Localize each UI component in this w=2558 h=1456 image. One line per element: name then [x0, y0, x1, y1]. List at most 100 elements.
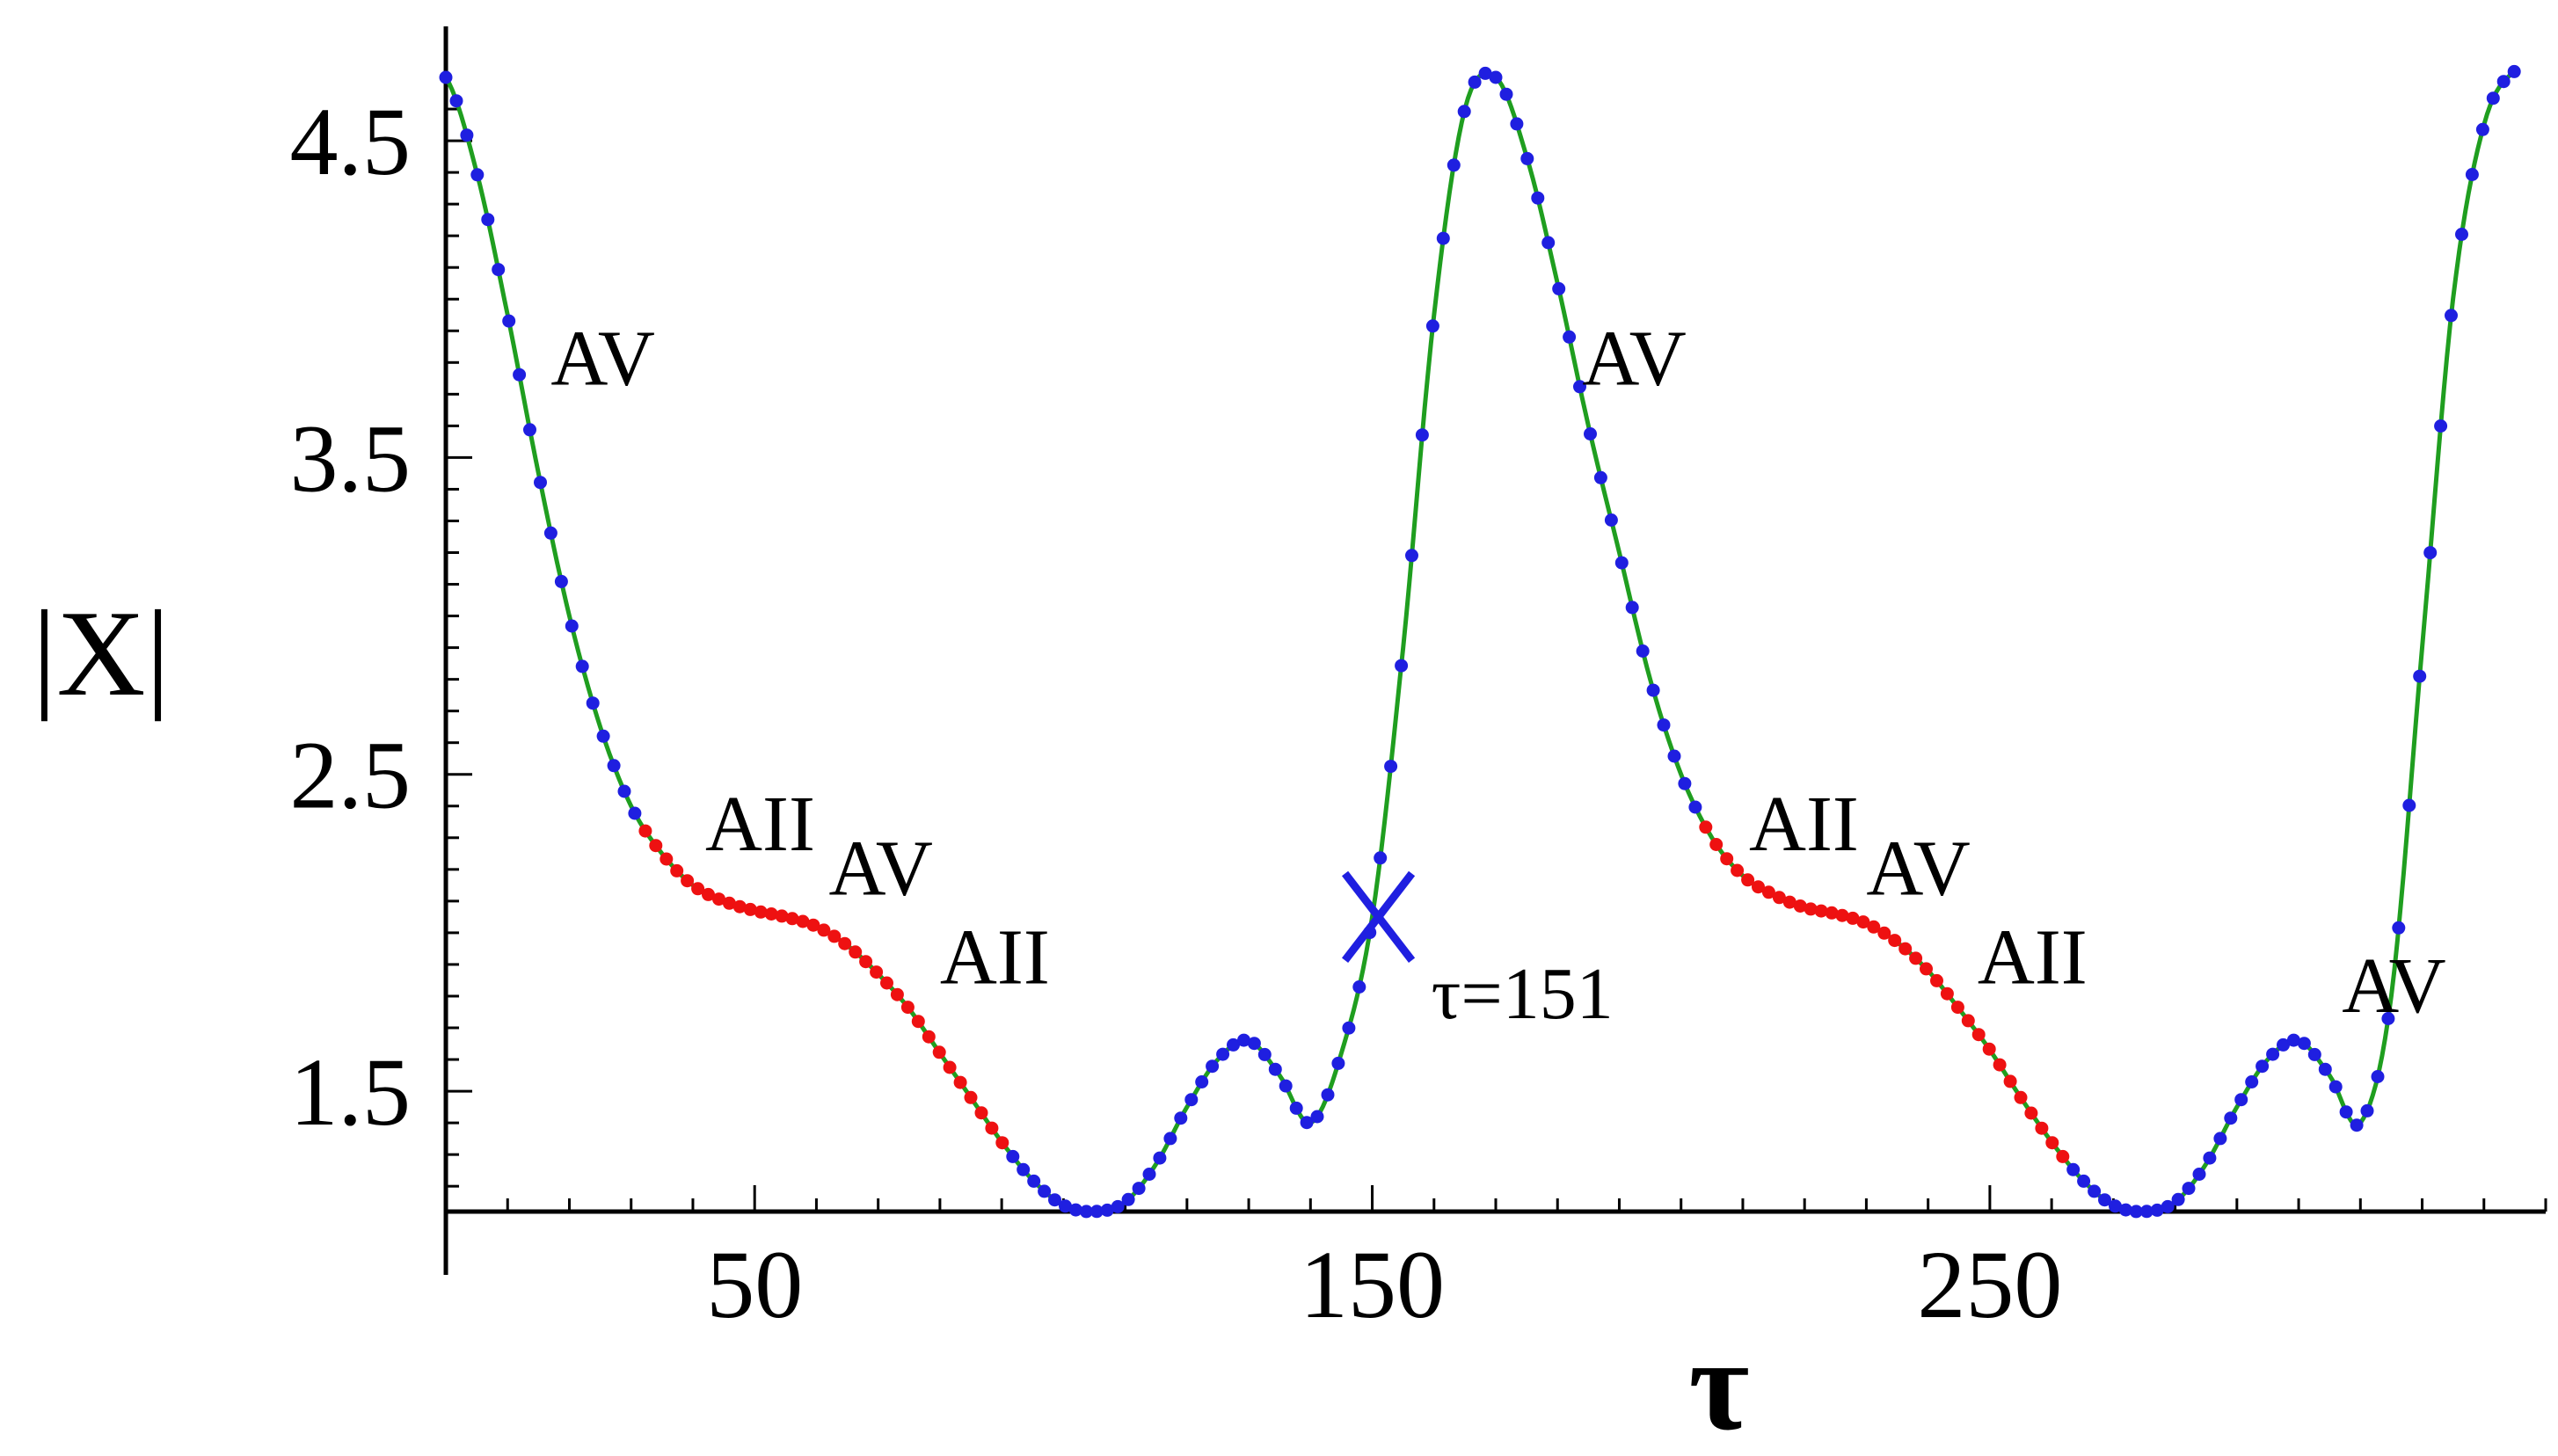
data-point [2024, 1106, 2038, 1120]
data-point [1425, 319, 1439, 333]
y-axis-label: |X| [32, 586, 170, 722]
data-point [1374, 851, 1388, 865]
data-point [1699, 820, 1713, 834]
data-point [1584, 427, 1597, 440]
data-point [900, 1001, 915, 1015]
x-tick-label: 150 [1300, 1231, 1445, 1338]
data-point [2339, 1105, 2353, 1119]
data-point [2234, 1093, 2248, 1107]
data-point [985, 1121, 999, 1135]
data-point [880, 976, 893, 990]
data-point [1856, 915, 1870, 929]
data-point [702, 887, 715, 901]
data-point [1174, 1111, 1188, 1125]
region-annotation: AII [1978, 914, 2088, 1001]
region-annotation: AII [940, 914, 1050, 1001]
data-point [649, 839, 663, 853]
data-point [1227, 1037, 1240, 1052]
data-point [2203, 1151, 2217, 1165]
data-point [775, 909, 789, 923]
data-point [1731, 863, 1745, 877]
data-point [817, 923, 831, 937]
data-point [712, 892, 725, 906]
data-point [513, 368, 527, 382]
data-point [743, 902, 757, 916]
data-point [1678, 776, 1692, 790]
data-point [2109, 1199, 2122, 1213]
data-point [732, 899, 747, 914]
data-point [2182, 1182, 2196, 1196]
data-point [2066, 1162, 2081, 1176]
data-point [2139, 1205, 2154, 1219]
region-annotation: AV [1866, 826, 1970, 913]
data-point [1604, 513, 1618, 527]
data-point [2381, 1012, 2395, 1025]
x-axis-label: τ [1688, 1312, 1749, 1452]
data-point [2003, 1074, 2017, 1088]
data-point [1142, 1168, 1156, 1181]
data-point [1940, 986, 1954, 1001]
data-point [1100, 1203, 1114, 1217]
data-point [1950, 1001, 1964, 1015]
data-point [1573, 380, 1586, 394]
data-point [1300, 1116, 1314, 1130]
data-point [1499, 87, 1513, 101]
data-point [2328, 1080, 2343, 1094]
data-point [1552, 281, 1566, 295]
data-point [2277, 1037, 2290, 1052]
data-point [974, 1106, 988, 1120]
data-point [2171, 1192, 2185, 1206]
data-point [1877, 926, 1891, 940]
data-point [2129, 1205, 2143, 1219]
data-point [660, 852, 674, 866]
data-point [2465, 168, 2479, 181]
data-point [1971, 1028, 1986, 1042]
data-point [2455, 228, 2468, 241]
data-point [1384, 760, 1398, 774]
data-point [2088, 1184, 2102, 1198]
data-point [1447, 158, 1461, 172]
y-tick-label: 3.5 [290, 404, 412, 512]
data-point [638, 824, 652, 838]
data-point [2077, 1174, 2091, 1188]
data-point [1898, 942, 1913, 956]
data-point [2392, 921, 2406, 935]
data-point [1310, 1110, 1324, 1124]
data-point [607, 759, 621, 773]
data-point [806, 918, 820, 932]
data-point [554, 574, 568, 588]
data-point [1478, 66, 1492, 80]
data-point [1688, 800, 1702, 814]
data-point [1646, 683, 1660, 697]
data-point [1342, 1021, 1356, 1035]
data-point [2256, 1059, 2270, 1074]
data-point [1520, 151, 1534, 165]
data-point [1405, 549, 1418, 563]
data-point [1909, 951, 1923, 965]
data-point [534, 476, 547, 490]
data-point [911, 1015, 925, 1029]
data-point [2224, 1111, 2238, 1125]
data-point [1436, 231, 1450, 245]
data-point [1395, 659, 1409, 673]
data-point [2475, 122, 2489, 136]
data-point [1510, 117, 1524, 131]
data-point [1006, 1149, 1020, 1163]
data-point [2360, 1103, 2374, 1117]
data-point [1321, 1088, 1335, 1102]
data-point [754, 905, 768, 919]
data-point [449, 94, 463, 108]
marker-label: τ=151 [1432, 953, 1614, 1035]
data-point [1059, 1199, 1072, 1213]
data-point [1153, 1151, 1167, 1165]
region-annotation: AV [2342, 943, 2445, 1030]
data-point [922, 1030, 936, 1044]
data-point [1804, 902, 1818, 916]
data-point [1888, 934, 1902, 948]
data-point [1752, 880, 1765, 894]
data-point [943, 1060, 957, 1074]
data-point [502, 314, 516, 328]
data-point [764, 907, 778, 921]
